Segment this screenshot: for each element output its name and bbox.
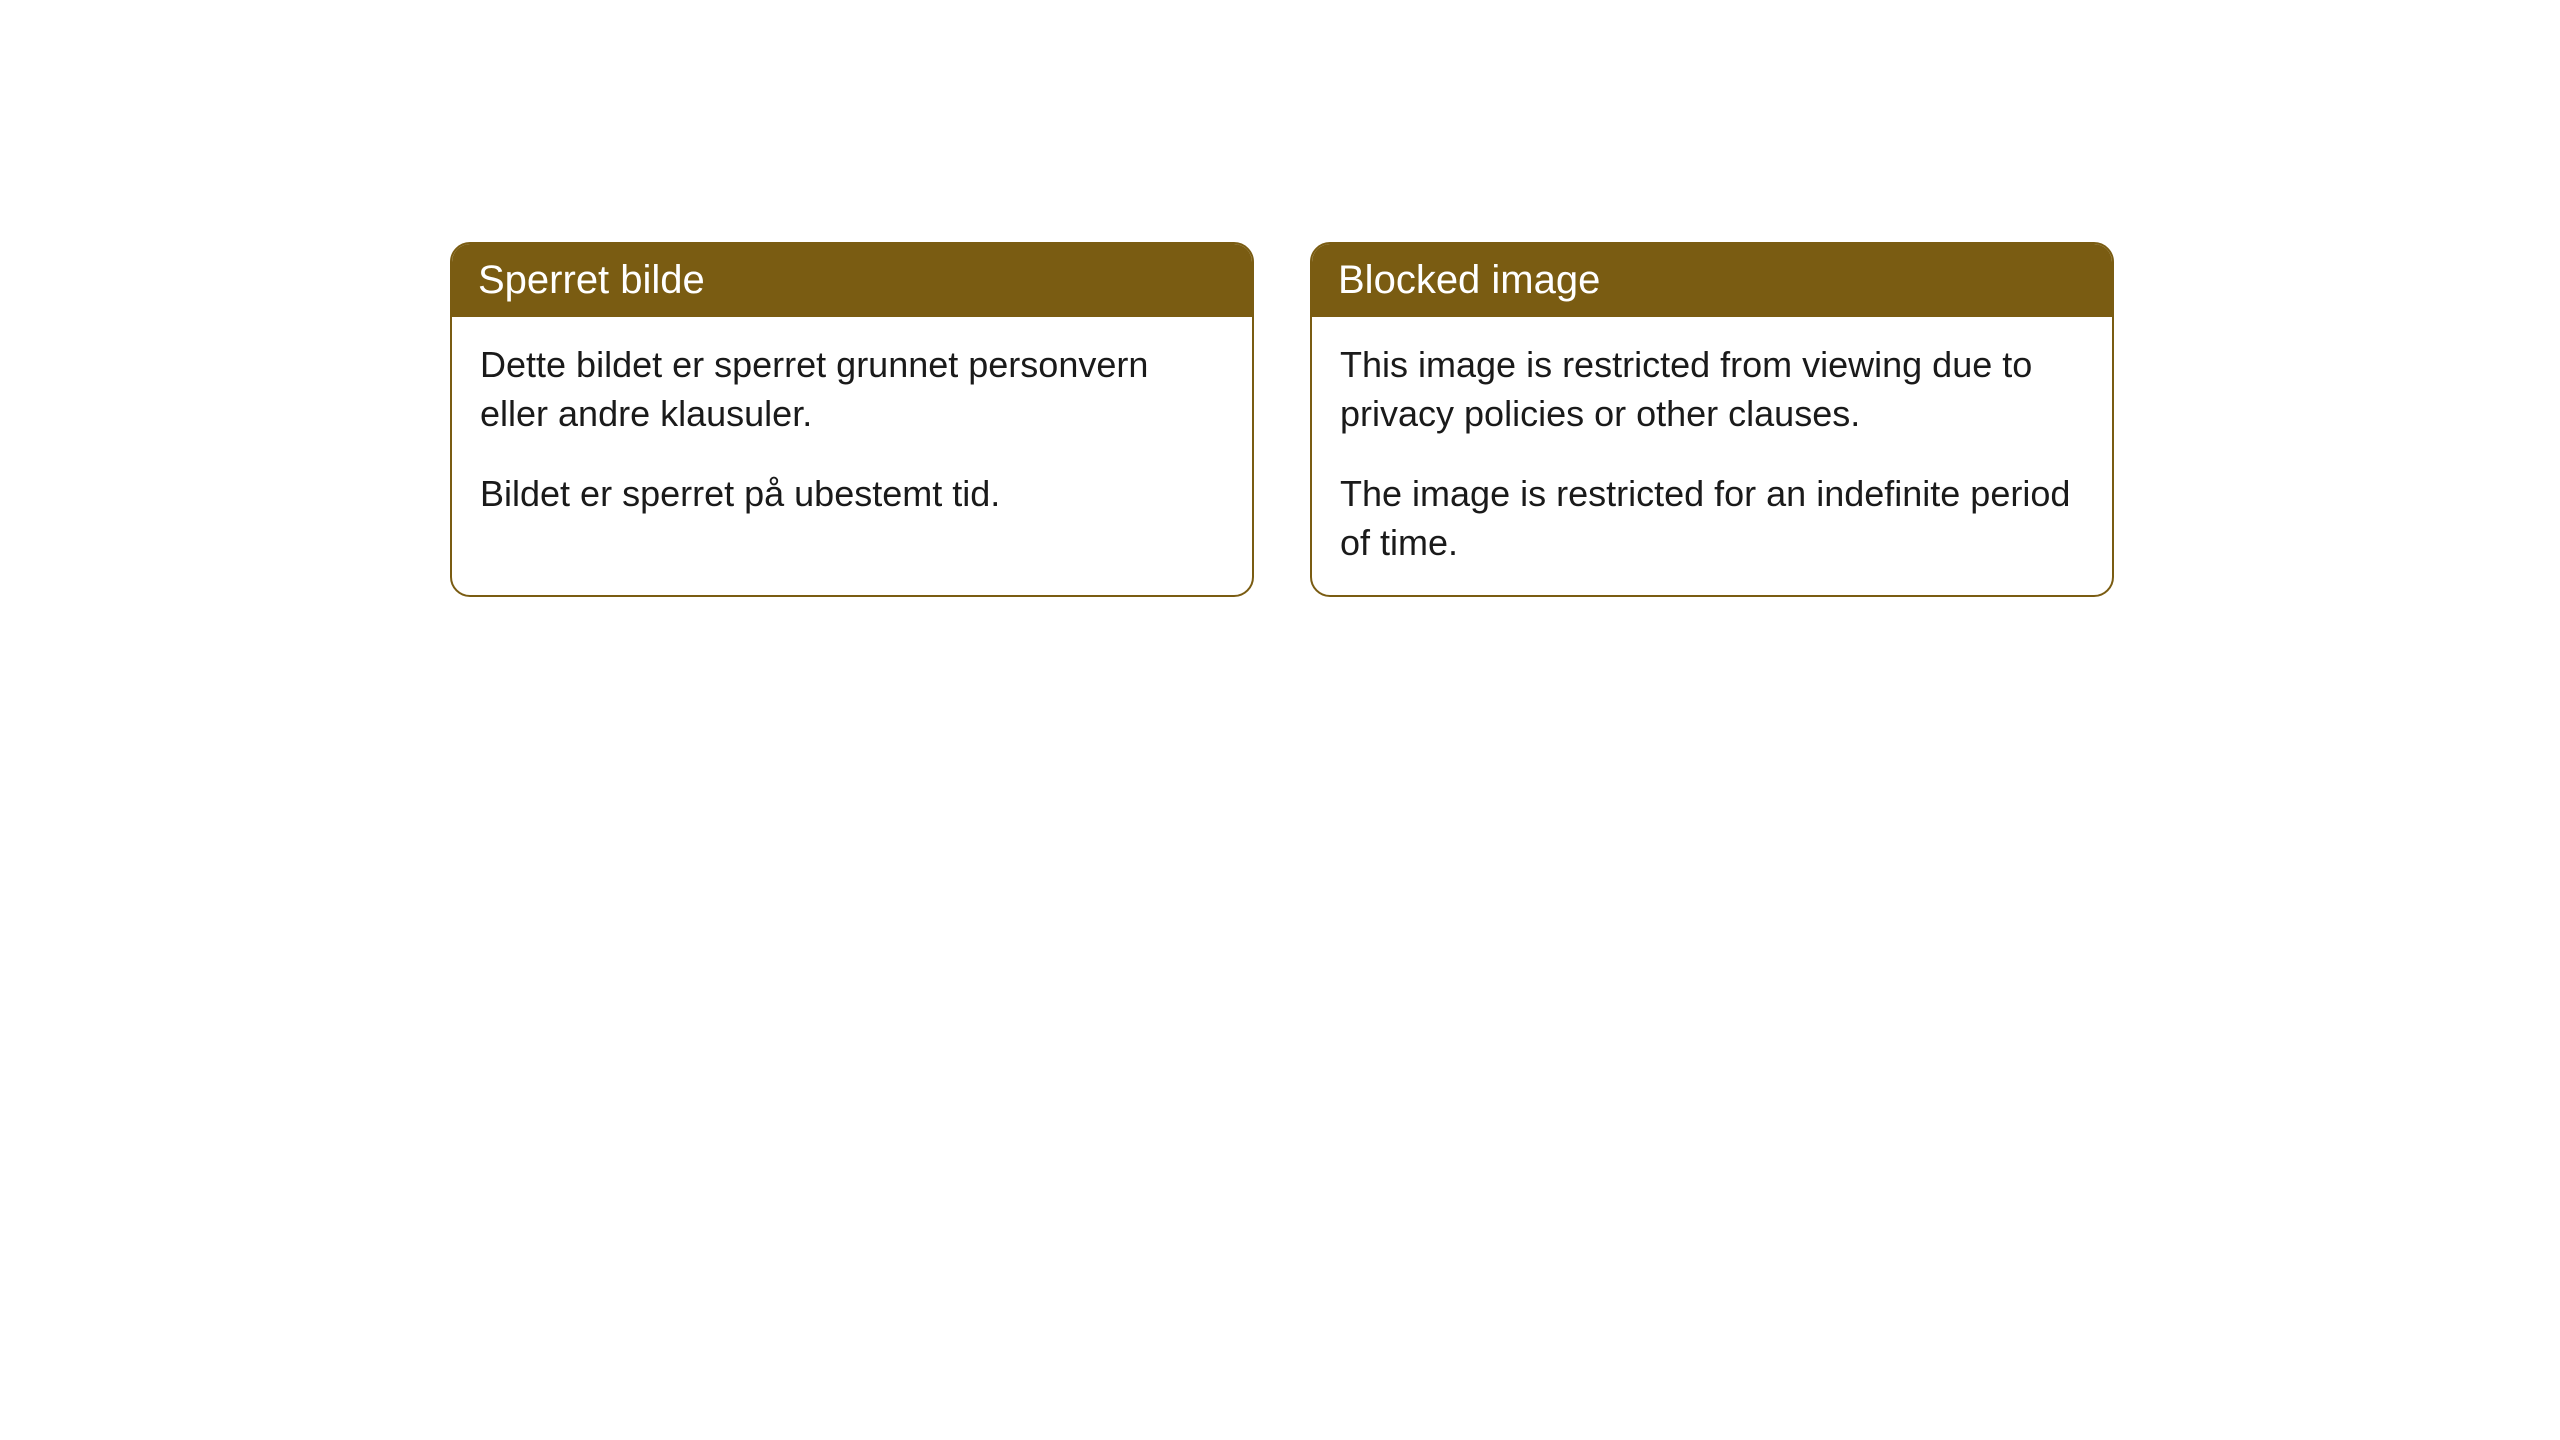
card-body: This image is restricted from viewing du… <box>1312 317 2112 595</box>
card-paragraph: This image is restricted from viewing du… <box>1340 341 2084 438</box>
card-paragraph: The image is restricted for an indefinit… <box>1340 470 2084 567</box>
card-title: Blocked image <box>1338 258 2086 303</box>
card-paragraph: Dette bildet er sperret grunnet personve… <box>480 341 1224 438</box>
card-title: Sperret bilde <box>478 258 1226 303</box>
card-body: Dette bildet er sperret grunnet personve… <box>452 317 1252 547</box>
cards-container: Sperret bilde Dette bildet er sperret gr… <box>450 242 2114 597</box>
blocked-image-card-norwegian: Sperret bilde Dette bildet er sperret gr… <box>450 242 1254 597</box>
card-header: Sperret bilde <box>452 244 1252 317</box>
card-header: Blocked image <box>1312 244 2112 317</box>
card-paragraph: Bildet er sperret på ubestemt tid. <box>480 470 1224 519</box>
blocked-image-card-english: Blocked image This image is restricted f… <box>1310 242 2114 597</box>
